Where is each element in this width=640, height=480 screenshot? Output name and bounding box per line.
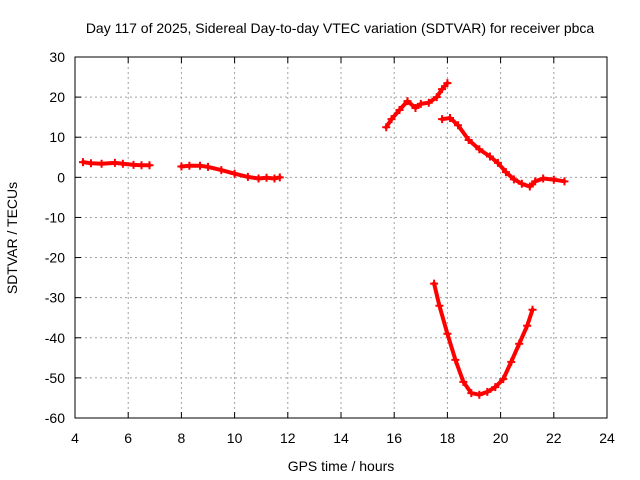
data-point [459,377,468,386]
data-point [525,182,534,191]
ticks [74,56,608,419]
series-group [78,79,569,399]
data-point [531,177,540,186]
data-point [454,121,463,130]
data-point [185,161,194,170]
data-point [539,174,548,183]
y-tick-label: -50 [45,370,65,386]
data-point [443,329,452,338]
data-point [499,375,508,384]
x-tick-label: 20 [493,430,509,446]
x-axis-label: GPS time / hours [288,458,395,474]
data-point [217,166,226,175]
data-point [86,159,95,168]
data-point [523,321,532,330]
data-point [243,172,252,181]
data-point [435,301,444,310]
data-point [411,103,420,112]
data-point [129,160,138,169]
x-tick-labels: 4 6 8 10 12 14 16 18 20 22 24 [71,430,615,446]
data-point [270,174,279,183]
data-point [110,158,119,167]
data-point [275,173,284,182]
y-tick-label: -20 [45,250,65,266]
data-point [501,168,510,177]
series-line-segment-4 [440,116,567,189]
data-point [517,179,526,188]
series-line-segment-3 [384,81,450,130]
data-point [177,162,186,171]
y-tick-label: -10 [45,209,65,225]
y-tick-label: -60 [45,410,65,426]
data-point [430,279,439,288]
x-tick-label: 16 [386,430,402,446]
data-point [483,387,492,396]
data-point [262,173,271,182]
x-tick-label: 18 [440,430,456,446]
data-point [204,162,212,171]
x-tick-label: 8 [178,430,186,446]
data-point [509,175,518,184]
x-tick-label: 12 [280,430,296,446]
y-tick-label: 20 [49,89,65,105]
data-point [438,115,447,124]
data-point [446,113,455,122]
data-point [451,355,460,364]
series-line-segment-2 [179,163,282,181]
data-point [475,145,484,154]
data-point [387,115,396,124]
x-tick-label: 14 [333,430,349,446]
data-point [137,161,146,170]
data-point [382,123,391,132]
x-tick-label: 10 [227,430,243,446]
data-point [560,177,569,186]
y-tick-label: -40 [45,330,65,346]
y-tick-labels: 30 20 10 0 -10 -20 -30 -40 -50 -60 [45,49,65,426]
y-tick-label: 10 [49,129,65,145]
data-point [78,158,87,167]
data-point [475,390,484,399]
x-tick-label: 4 [71,430,79,446]
chart-title: Day 117 of 2025, Sidereal Day-to-day VTE… [86,20,595,36]
data-point [196,161,205,170]
data-point [416,99,425,108]
data-point [424,98,433,107]
data-point [432,93,441,102]
data-point [507,357,516,366]
data-point [97,159,106,168]
series-line-segment-5 [432,281,535,397]
data-point [395,105,404,114]
y-axis-label: SDTVAR / TECUs [4,182,20,294]
data-point [254,174,263,183]
data-point [467,389,476,398]
data-point [493,158,502,167]
data-point [438,85,447,94]
x-tick-label: 22 [546,430,562,446]
x-tick-label: 6 [124,430,132,446]
data-point [549,175,558,184]
data-point [491,383,500,392]
y-tick-label: -30 [45,290,65,306]
data-point [230,169,239,178]
data-point [528,305,537,314]
data-point [118,159,127,168]
data-point [464,136,473,145]
data-point [515,339,524,348]
data-point [145,161,154,170]
x-tick-label: 24 [599,430,615,446]
y-tick-label: 30 [49,49,65,65]
data-point [485,152,494,161]
data-point [403,97,412,106]
data-point [443,79,452,88]
grid [75,57,607,418]
y-tick-label: 0 [57,169,65,185]
